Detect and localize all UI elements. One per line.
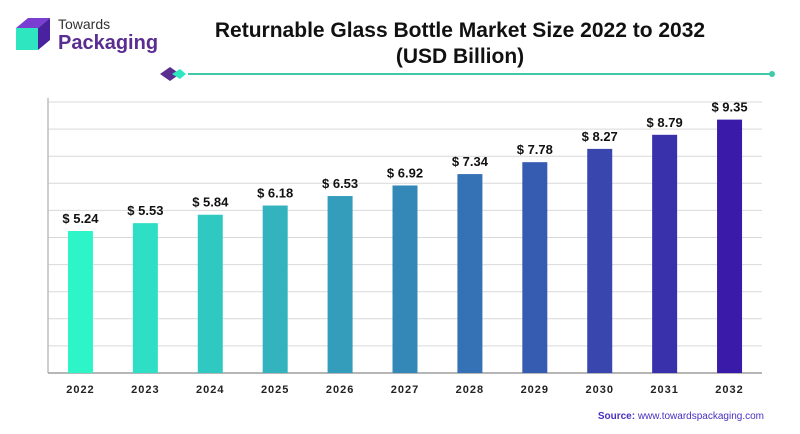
- x-tick-2031: 2031: [650, 384, 678, 396]
- logo-text-packaging: Packaging: [58, 32, 159, 54]
- logo-mark-icon: [16, 18, 50, 50]
- bar-2031: [652, 134, 678, 373]
- bar-2032: [717, 119, 743, 374]
- value-label-2025: $ 6.18: [257, 186, 293, 201]
- bar-2027: [392, 185, 418, 373]
- value-label-2031: $ 8.79: [647, 115, 683, 130]
- divider-end-dot: [769, 71, 775, 77]
- logo-text-towards: Towards: [58, 16, 111, 32]
- bar-2030: [587, 148, 613, 373]
- divider-diamond-icon: [160, 67, 180, 81]
- value-label-2030: $ 8.27: [582, 129, 618, 144]
- bar-2028: [457, 174, 483, 373]
- x-tick-2022: 2022: [66, 384, 94, 396]
- bars: [67, 119, 743, 374]
- value-label-2028: $ 7.34: [452, 154, 489, 169]
- brand-logo: Towards Packaging: [12, 12, 162, 64]
- value-label-2024: $ 5.84: [192, 195, 229, 210]
- chart-title: Returnable Glass Bottle Market Size 2022…: [214, 19, 706, 42]
- value-label-2023: $ 5.53: [127, 203, 163, 218]
- source-prefix: Source:: [597, 411, 636, 422]
- value-label-2022: $ 5.24: [62, 211, 99, 226]
- x-tick-2024: 2024: [196, 384, 224, 396]
- bar-2025: [262, 205, 288, 373]
- bar-2022: [67, 230, 93, 373]
- value-label-2032: $ 9.35: [711, 100, 747, 115]
- chart-title-block: Returnable Glass Bottle Market Size 2022…: [180, 18, 740, 70]
- value-label-2027: $ 6.92: [387, 165, 423, 180]
- bar-2023: [132, 223, 158, 373]
- value-label-2026: $ 6.53: [322, 176, 358, 191]
- source-url[interactable]: www.towardspackaging.com: [637, 411, 764, 422]
- bar-2026: [327, 196, 353, 373]
- bar-2029: [522, 162, 548, 373]
- x-tick-2032: 2032: [715, 384, 743, 396]
- x-tick-2028: 2028: [456, 384, 484, 396]
- x-tick-2023: 2023: [131, 384, 159, 396]
- x-tick-2025: 2025: [261, 384, 289, 396]
- title-divider: [160, 67, 775, 81]
- value-label-2029: $ 7.78: [517, 142, 553, 157]
- bar-2024: [197, 214, 223, 373]
- chart-subtitle: (USD Billion): [395, 45, 525, 68]
- x-tick-2029: 2029: [521, 384, 549, 396]
- source-note: Source: www.towardspackaging.com: [598, 411, 764, 422]
- x-tick-2026: 2026: [326, 384, 354, 396]
- x-tick-2030: 2030: [585, 384, 613, 396]
- x-tick-labels: 2022 2023 2024 2025 2026 2027 2028 2029 2030 2031…: [66, 384, 743, 396]
- value-labels: $ 5.24 $ 5.53 $ 5.84 $ 6.18 $ 6.53 $ 6.92 $ 7.…: [62, 100, 747, 226]
- x-tick-2027: 2027: [391, 384, 419, 396]
- divider-diamond-accent-icon: [172, 69, 186, 79]
